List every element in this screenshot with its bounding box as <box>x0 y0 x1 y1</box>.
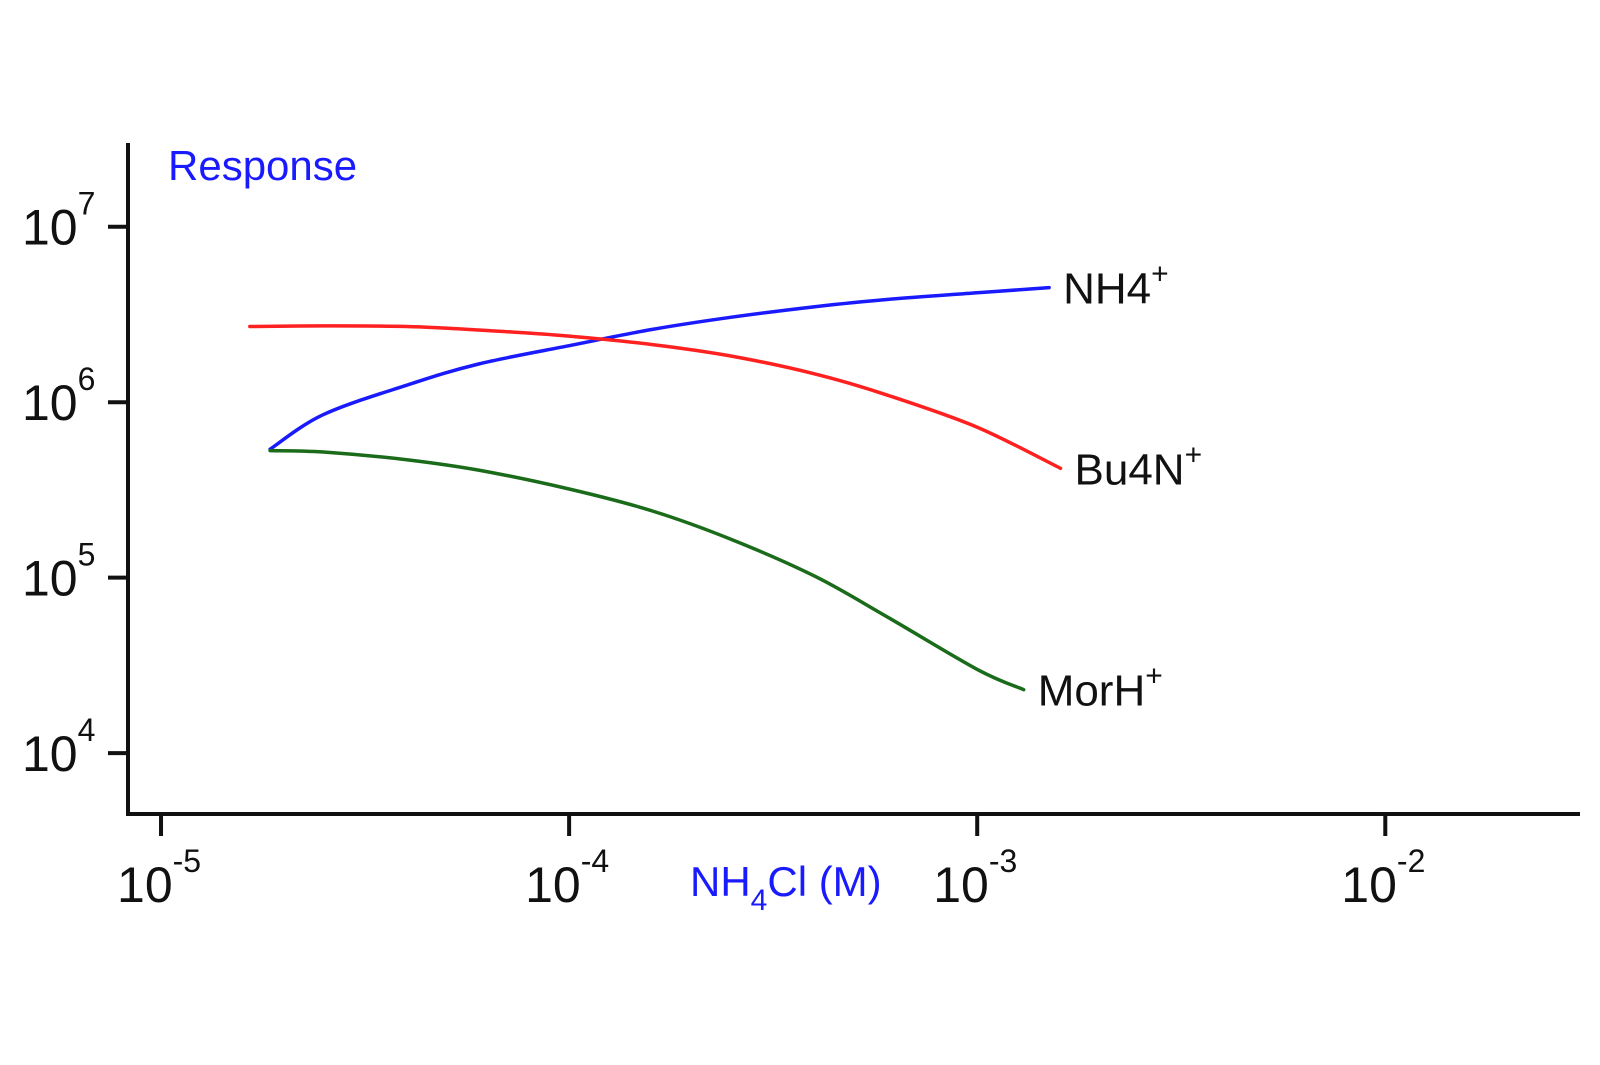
x-tick-label: 10-4 <box>525 843 609 913</box>
y-tick-label: 106 <box>22 361 95 431</box>
series-line-morh <box>268 448 1026 692</box>
x-axis-title: NH4Cl (M) <box>690 858 882 917</box>
series-label-nh4: NH4+ <box>1063 258 1169 314</box>
x-axis-title-pre: NH <box>690 858 751 905</box>
y-tick-label: 107 <box>22 186 95 256</box>
labels-layer: NH4+ Bu4N+ MorH+ <box>1038 258 1202 716</box>
ticks-layer: 10-5 10-4 10-3 10-2 104 105 106 107 <box>22 186 1425 913</box>
y-tick-label: 105 <box>22 537 95 607</box>
x-tick-label: 10-3 <box>933 843 1017 913</box>
series-label-morh: MorH+ <box>1038 660 1163 716</box>
x-tick-label: 10-5 <box>117 843 201 913</box>
series-line-bu4n <box>248 324 1063 471</box>
x-tick-label: 10-2 <box>1341 843 1425 913</box>
series-label-bu4n: Bu4N+ <box>1075 438 1203 494</box>
x-axis-title-post: Cl (M) <box>767 858 881 905</box>
y-tick-label: 104 <box>22 712 95 782</box>
y-axis-title: Response <box>168 142 357 189</box>
axes-layer <box>126 143 1580 816</box>
x-axis-title-sub: 4 <box>751 884 768 917</box>
series-line-nh4 <box>268 285 1051 451</box>
series-layer <box>248 285 1063 692</box>
